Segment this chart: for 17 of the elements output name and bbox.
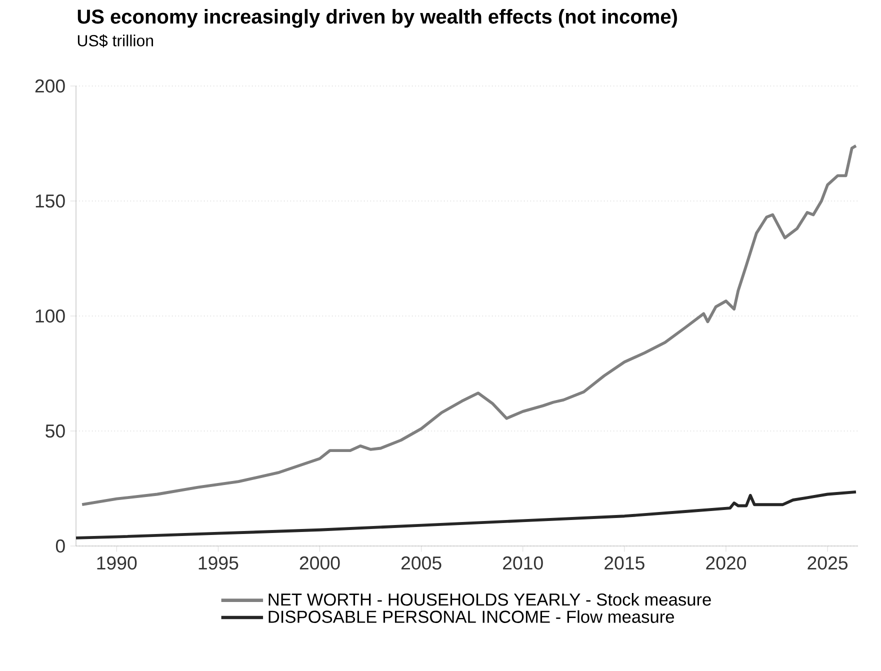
y-tick-label: 0: [56, 539, 65, 553]
y-tick-label: 150: [36, 194, 65, 208]
chart-subtitle: US$ trillion: [78, 34, 154, 48]
x-tick-label: 1995: [198, 556, 238, 570]
x-tick-label: 1990: [97, 556, 137, 570]
y-tick-label: 50: [46, 424, 65, 438]
x-tick-label: 2005: [401, 556, 442, 570]
y-tick-label: 200: [35, 79, 65, 93]
legend-label: DISPOSABLE PERSONAL INCOME - Flow measure: [268, 610, 674, 623]
x-tick-label: 2010: [503, 556, 543, 570]
chart-title: US economy increasingly driven by wealth effects (not income): [78, 9, 677, 28]
x-tick-label: 2000: [300, 556, 340, 570]
x-tick-label: 2015: [604, 556, 644, 570]
y-tick-label: 100: [36, 309, 65, 323]
legend-label: NET WORTH - HOUSEHOLDS YEARLY - Stock measure: [268, 592, 711, 606]
x-tick-label: 2020: [706, 556, 746, 570]
x-tick-label: 2025: [808, 556, 848, 570]
